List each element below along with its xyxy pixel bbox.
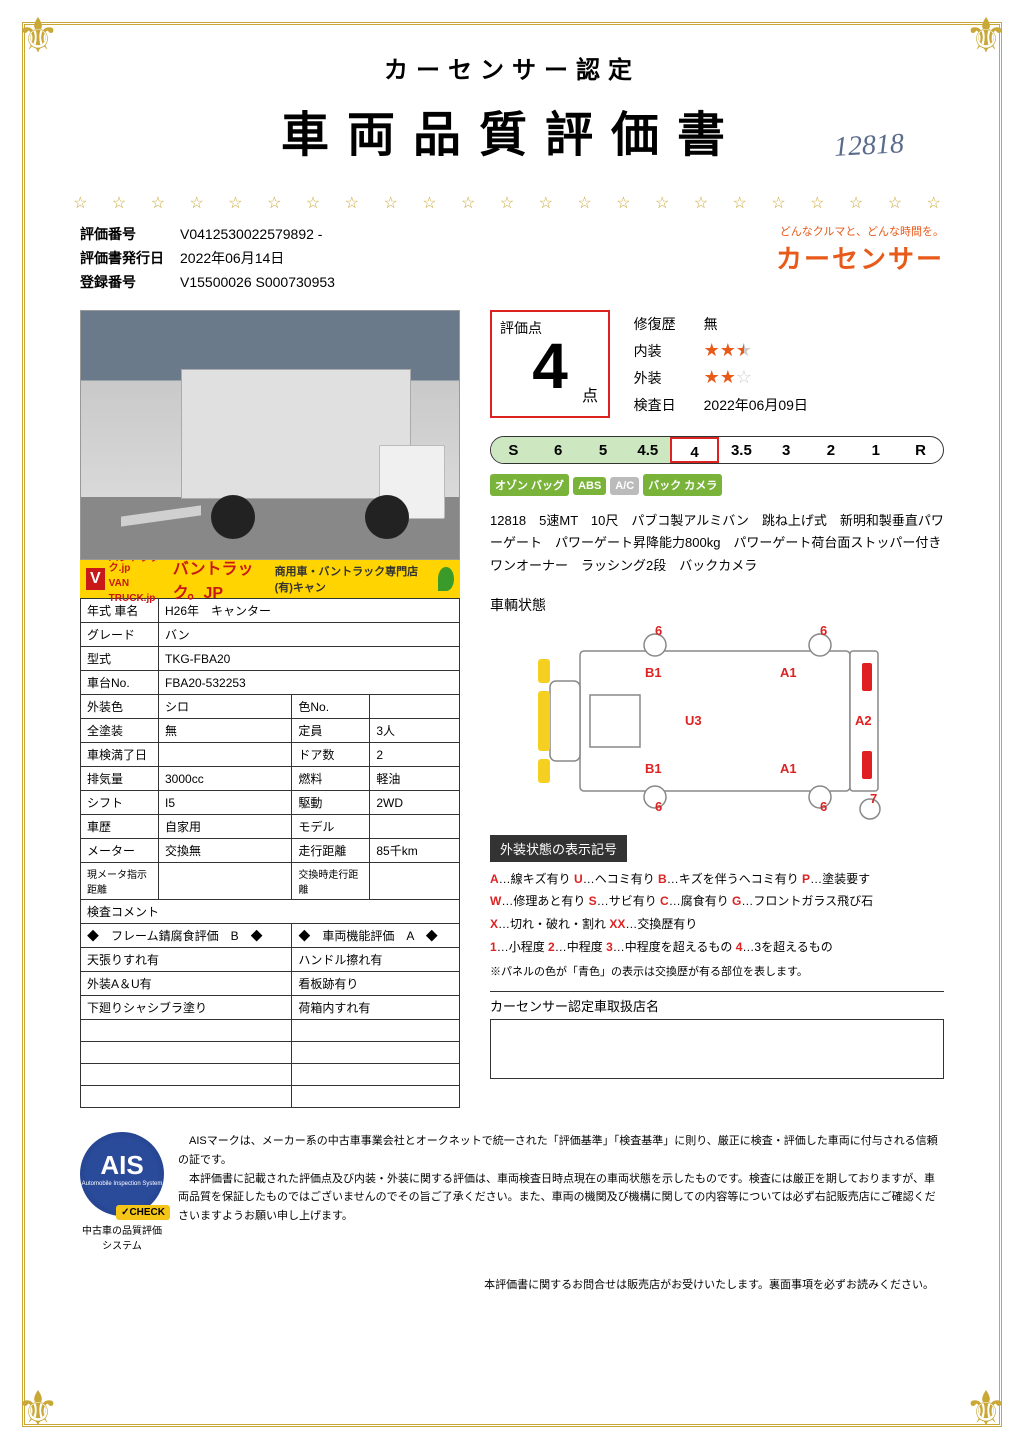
feature-badges: オゾン バッグABSA/Cバック カメラ xyxy=(490,474,944,496)
reg-no: V15500026 S000730953 xyxy=(180,274,335,290)
corner-ornament: ⚜ xyxy=(956,1381,1016,1441)
svg-text:A1: A1 xyxy=(780,761,797,776)
svg-text:6: 6 xyxy=(655,623,662,638)
rating-rows: 修復歴無 内装★★★ 外装★★☆ 検査日2022年06月09日 xyxy=(634,310,884,418)
svg-text:A1: A1 xyxy=(780,665,797,680)
svg-text:U3: U3 xyxy=(685,713,702,728)
grade-scale: S654.543.5321R xyxy=(490,436,944,464)
vehicle-photo xyxy=(80,310,460,560)
score-box: 評価点 4 点 xyxy=(490,310,610,418)
svg-text:6: 6 xyxy=(655,799,662,814)
brand-tagline: どんなクルマと、どんな時間を。 xyxy=(780,223,944,239)
legend-box: 外装状態の表示記号 A…線キズ有り U…ヘコミ有り B…キズを伴うヘコミ有り P… xyxy=(490,835,944,979)
vehicle-diagram: 6 6 B1 A1 U3 A2 B1 A1 6 6 7 xyxy=(490,621,944,821)
eval-no: V0412530022579892 - xyxy=(180,226,322,242)
corner-ornament: ⚜ xyxy=(8,8,68,68)
svg-text:A2: A2 xyxy=(855,713,872,728)
diagram-title: 車輌状態 xyxy=(490,595,944,615)
ais-description: AISマークは、メーカー系の中古車事業会社とオークネットで統一された「評価基準」… xyxy=(178,1132,944,1225)
exterior-stars: ★★☆ xyxy=(704,367,752,388)
svg-text:6: 6 xyxy=(820,623,827,638)
dealer-name-box xyxy=(490,1019,944,1079)
brand-logo: カーセンサー xyxy=(776,239,944,276)
handwritten-number: 12818 xyxy=(833,128,905,164)
dealer-name-section: カーセンサー認定車取扱店名 xyxy=(490,991,944,1079)
leaf-icon xyxy=(438,567,454,591)
svg-text:7: 7 xyxy=(870,791,877,806)
interior-stars: ★★★ xyxy=(704,340,752,361)
ais-block: AIS Automobile Inspection System ✓CHECK … xyxy=(80,1132,944,1252)
dealer-banner: V バントラック.jp VAN TRUCK.jp バントラック。JP 商用車・バ… xyxy=(80,560,460,598)
issue-date-label: 評価書発行日 xyxy=(80,247,180,271)
svg-text:6: 6 xyxy=(820,799,827,814)
svg-text:B1: B1 xyxy=(645,665,662,680)
issue-date: 2022年06月14日 xyxy=(180,250,284,266)
dealer-logo-icon: V xyxy=(86,568,105,590)
corner-ornament: ⚜ xyxy=(8,1381,68,1441)
svg-text:B1: B1 xyxy=(645,761,662,776)
vehicle-description: 12818 5速MT 10尺 パブコ製アルミバン 跳ね上げ式 新明和製垂直パワー… xyxy=(490,510,944,576)
reg-no-label: 登録番号 xyxy=(80,271,180,295)
eval-no-label: 評価番号 xyxy=(80,223,180,247)
footer-note: 本評価書に関するお問合せは販売店がお受けいたします。裏面事項を必ずお読みください… xyxy=(80,1276,944,1292)
ais-logo-icon: AIS Automobile Inspection System ✓CHECK xyxy=(80,1132,164,1216)
corner-ornament: ⚜ xyxy=(956,8,1016,68)
spec-table: 年式 車名H26年 キャンターグレードバン型式TKG-FBA20車台No.FBA… xyxy=(80,598,460,1108)
